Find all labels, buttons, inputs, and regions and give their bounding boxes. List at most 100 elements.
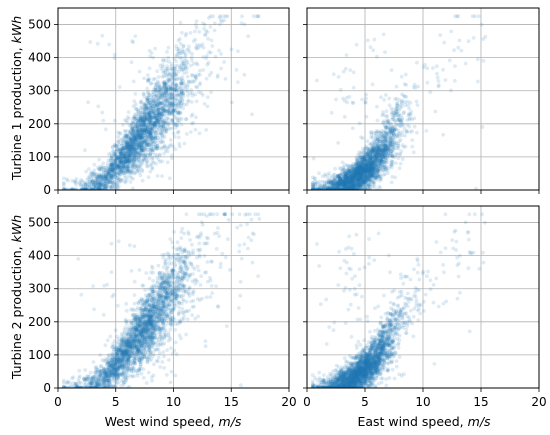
data-point <box>384 125 388 130</box>
data-point <box>107 171 112 176</box>
data-point <box>108 174 113 179</box>
data-point <box>143 104 147 109</box>
data-point <box>162 122 167 127</box>
data-point <box>109 164 113 168</box>
data-point <box>88 171 93 176</box>
data-point <box>176 129 181 134</box>
data-point <box>122 151 127 155</box>
data-point <box>357 121 362 126</box>
data-point <box>205 95 210 99</box>
data-point <box>142 139 147 144</box>
data-point <box>198 72 202 77</box>
data-point <box>135 126 139 130</box>
data-point <box>146 121 151 126</box>
data-point <box>91 180 96 185</box>
data-point <box>181 50 186 54</box>
data-point <box>314 180 319 185</box>
data-point <box>118 159 123 164</box>
data-point <box>167 78 171 83</box>
data-point <box>115 184 120 189</box>
data-point <box>220 20 224 24</box>
data-point <box>134 142 139 147</box>
data-point <box>152 140 157 144</box>
data-point <box>188 80 193 85</box>
data-point <box>90 170 94 175</box>
data-point <box>141 117 146 122</box>
data-point <box>77 180 82 185</box>
data-point <box>118 161 123 166</box>
data-point <box>113 144 118 149</box>
data-point <box>199 91 204 95</box>
data-point <box>148 142 153 147</box>
data-point <box>93 180 98 185</box>
data-point <box>424 129 429 133</box>
data-point <box>128 147 133 152</box>
data-point <box>83 185 88 190</box>
data-point <box>142 106 147 111</box>
data-point <box>111 165 116 170</box>
data-point <box>114 156 119 160</box>
data-point <box>116 142 121 147</box>
data-point <box>138 147 143 152</box>
data-point <box>103 174 108 179</box>
data-point <box>151 114 156 119</box>
data-point <box>119 169 124 174</box>
data-point <box>115 170 119 175</box>
data-point <box>150 99 154 104</box>
data-point <box>133 124 138 129</box>
data-point <box>162 121 166 125</box>
data-point <box>179 81 184 86</box>
data-point <box>157 119 162 124</box>
data-point <box>134 122 139 127</box>
data-point <box>120 143 124 148</box>
data-point <box>91 187 96 190</box>
data-point <box>100 174 105 179</box>
data-point <box>144 127 148 132</box>
data-point <box>126 110 131 114</box>
data-point <box>165 99 170 104</box>
data-point <box>176 118 180 123</box>
data-point <box>111 175 115 180</box>
data-point <box>133 137 138 142</box>
data-point <box>218 14 223 19</box>
data-point <box>104 177 109 182</box>
data-point <box>125 158 129 163</box>
data-point <box>131 153 136 157</box>
data-point <box>145 163 149 168</box>
data-point <box>138 128 143 133</box>
data-point <box>143 152 148 157</box>
data-point <box>180 91 185 96</box>
data-point <box>143 146 148 151</box>
data-point <box>146 143 150 148</box>
data-point <box>371 48 376 53</box>
data-point <box>107 167 111 171</box>
data-point <box>161 124 166 129</box>
data-point <box>156 128 161 133</box>
data-point <box>160 133 165 138</box>
data-point <box>154 103 159 108</box>
scatter-points <box>310 14 488 190</box>
data-point <box>128 129 133 134</box>
data-point <box>146 93 151 98</box>
data-point <box>130 127 135 131</box>
data-point <box>172 65 177 70</box>
data-point <box>158 90 162 95</box>
data-point <box>145 106 150 111</box>
data-point <box>193 73 198 78</box>
data-point <box>173 147 178 152</box>
data-point <box>176 38 181 43</box>
data-point <box>139 133 143 138</box>
data-point <box>203 32 208 37</box>
data-point <box>471 36 476 40</box>
data-point <box>139 144 144 149</box>
data-point <box>171 107 176 112</box>
data-point <box>95 175 100 179</box>
data-point <box>162 108 167 112</box>
data-point <box>139 148 144 153</box>
data-point <box>146 150 151 155</box>
data-point <box>161 57 166 62</box>
data-point <box>66 178 70 183</box>
data-point <box>79 178 83 182</box>
data-point <box>105 175 109 180</box>
data-point <box>120 154 124 158</box>
